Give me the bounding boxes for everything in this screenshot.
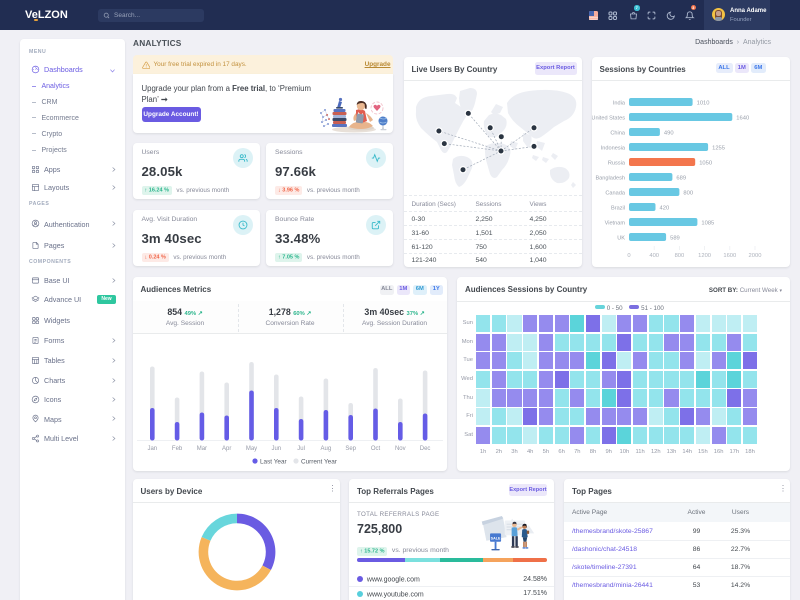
svg-text:Russia: Russia bbox=[607, 161, 625, 167]
svg-text:China: China bbox=[610, 131, 626, 137]
svg-text:Oct: Oct bbox=[370, 446, 380, 452]
svg-text:1255: 1255 bbox=[712, 146, 725, 152]
svg-text:800: 800 bbox=[683, 191, 693, 197]
svg-text:Apr: Apr bbox=[222, 446, 231, 452]
svg-text:1200: 1200 bbox=[698, 253, 711, 259]
svg-text:1085: 1085 bbox=[701, 221, 714, 227]
svg-text:1050: 1050 bbox=[699, 161, 712, 167]
svg-text:Current Year: Current Year bbox=[301, 459, 338, 466]
svg-text:Aug: Aug bbox=[320, 446, 331, 452]
svg-text:Feb: Feb bbox=[171, 446, 182, 452]
svg-text:Jun: Jun bbox=[271, 446, 281, 452]
svg-text:1600: 1600 bbox=[723, 253, 736, 259]
svg-text:Jan: Jan bbox=[147, 446, 157, 452]
svg-text:589: 589 bbox=[670, 236, 680, 242]
svg-text:May: May bbox=[245, 446, 256, 452]
svg-text:India: India bbox=[612, 101, 625, 107]
svg-text:Vietnam: Vietnam bbox=[604, 221, 625, 227]
svg-text:Bangladesh: Bangladesh bbox=[595, 176, 625, 182]
svg-text:1010: 1010 bbox=[696, 101, 709, 107]
svg-text:Last Year: Last Year bbox=[260, 459, 288, 466]
svg-text:490: 490 bbox=[663, 131, 673, 137]
svg-text:UK: UK bbox=[617, 236, 625, 242]
svg-text:400: 400 bbox=[649, 253, 659, 259]
svg-text:Jul: Jul bbox=[297, 446, 305, 452]
svg-text:Dec: Dec bbox=[419, 446, 430, 452]
svg-text:Mar: Mar bbox=[196, 446, 206, 452]
svg-text:2000: 2000 bbox=[748, 253, 761, 259]
svg-text:Indonesia: Indonesia bbox=[600, 146, 625, 152]
svg-text:Canada: Canada bbox=[605, 191, 625, 197]
svg-text:689: 689 bbox=[676, 176, 686, 182]
svg-text:United States: United States bbox=[592, 116, 625, 122]
svg-text:1640: 1640 bbox=[736, 116, 749, 122]
svg-text:800: 800 bbox=[674, 253, 684, 259]
svg-text:420: 420 bbox=[659, 206, 669, 212]
svg-text:Sep: Sep bbox=[345, 446, 356, 452]
svg-text:0: 0 bbox=[627, 253, 630, 259]
svg-text:SALE: SALE bbox=[491, 536, 501, 540]
svg-text:Nov: Nov bbox=[394, 446, 405, 452]
svg-text:Brazil: Brazil bbox=[611, 206, 625, 212]
